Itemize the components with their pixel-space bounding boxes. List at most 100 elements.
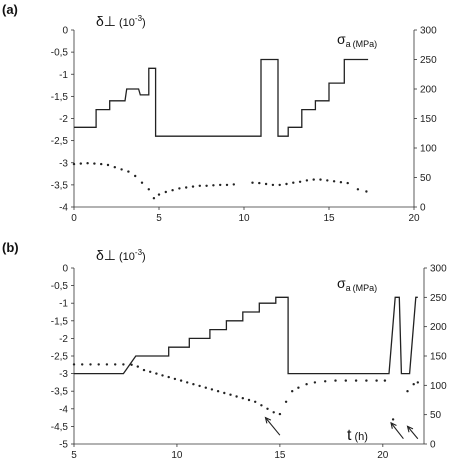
- strain-data-point: [191, 185, 195, 188]
- strain-data-point: [186, 381, 189, 384]
- strain-data-point: [354, 379, 358, 382]
- right-tick-label: 0: [430, 440, 436, 451]
- strain-data-point: [147, 188, 150, 191]
- panel-b-series: [72, 296, 419, 421]
- strain-data-point: [235, 395, 238, 398]
- panel-a: (a) δ⊥ (10-3) σa (MPa) 0 -0,5 -1 -1,5 -2 -2,5 -3…: [2, 2, 437, 224]
- x-tick-label: 15: [274, 450, 286, 461]
- strain-data-point: [278, 412, 282, 416]
- strain-data-point: [161, 374, 164, 377]
- x-tick-label: 20: [377, 450, 389, 461]
- x-tick-label: 20: [408, 213, 420, 224]
- strain-data-point: [149, 370, 152, 373]
- stress-series-line: [74, 296, 418, 375]
- strain-data-point: [258, 181, 261, 185]
- strain-data-point: [120, 168, 123, 171]
- right-tick-label: 50: [430, 410, 442, 421]
- strain-data-point: [406, 390, 409, 393]
- panel-b-arrows: [264, 416, 419, 440]
- right-tick-label: 0: [420, 203, 426, 214]
- strain-data-point: [136, 365, 139, 368]
- left-tick-label: -2: [59, 114, 68, 125]
- panel-a-left-axis-label: δ⊥ (10-3): [96, 13, 146, 29]
- panel-b-left-axis-label: δ⊥ (10-3): [96, 247, 146, 263]
- strain-data-point: [298, 180, 302, 183]
- strain-data-point: [89, 363, 92, 366]
- strain-data-point: [216, 390, 220, 393]
- left-tick-label: -1: [59, 70, 68, 81]
- panel-a-label: (a): [2, 2, 18, 17]
- panel-b-x-ticks: 5 10 15 20: [71, 444, 389, 461]
- right-tick-label: 100: [420, 144, 437, 155]
- strain-data-point: [326, 179, 329, 182]
- strain-data-point: [114, 363, 117, 366]
- left-tick-label: -3: [59, 369, 68, 380]
- strain-data-point: [313, 381, 317, 384]
- strain-data-point: [152, 197, 156, 200]
- strain-data-point: [334, 379, 337, 382]
- strain-data-point: [142, 368, 146, 372]
- right-tick-label: 300: [420, 26, 437, 37]
- strain-data-point: [271, 183, 275, 187]
- left-tick-label: -5: [59, 440, 68, 451]
- left-tick-label: -0,5: [51, 48, 69, 59]
- left-tick-label: -3,5: [51, 180, 69, 191]
- left-tick-label: -2,5: [51, 352, 69, 363]
- strain-data-point: [285, 182, 288, 186]
- strain-data-point: [241, 397, 244, 400]
- left-tick-label: -0,5: [51, 281, 69, 292]
- strain-data-point: [164, 190, 167, 194]
- strain-data-point: [219, 183, 222, 187]
- strain-data-point: [113, 166, 117, 169]
- strain-data-point: [93, 162, 96, 165]
- strain-data-point: [212, 184, 215, 187]
- strain-data-point: [204, 386, 207, 389]
- right-tick-label: 250: [420, 55, 437, 66]
- strain-data-point: [86, 162, 89, 165]
- strain-data-point: [272, 411, 275, 414]
- panel-b-right-axis-label: σa (MPa): [337, 275, 377, 293]
- strain-data-point: [284, 400, 288, 403]
- panel-a-series: [72, 58, 369, 200]
- left-tick-label: 0: [62, 264, 68, 275]
- strain-data-point: [173, 377, 177, 381]
- x-tick-label: 0: [71, 213, 77, 224]
- strain-data-point: [185, 186, 188, 189]
- left-tick-label: -1: [59, 299, 68, 310]
- strain-data-point: [205, 184, 208, 187]
- left-tick-label: -2: [59, 334, 68, 345]
- strain-data-point: [105, 363, 109, 366]
- strain-data-point: [312, 178, 315, 181]
- strain-data-point: [416, 381, 419, 384]
- panel-b: (b) δ⊥ (10-3) σa (MPa) t (h) 0 -0,5 -1 -1,5 -2 -…: [2, 240, 447, 461]
- strain-data-point: [344, 379, 347, 382]
- strain-data-point: [324, 380, 327, 383]
- strain-data-point: [391, 418, 395, 421]
- strain-data-point: [130, 363, 133, 366]
- left-tick-label: -1,5: [51, 92, 69, 103]
- left-tick-label: -4: [59, 404, 68, 415]
- strain-data-point: [198, 384, 201, 388]
- strain-data-point: [292, 181, 295, 184]
- strain-data-point: [346, 181, 349, 185]
- strain-data-point: [97, 363, 100, 366]
- strain-data-point: [171, 189, 174, 192]
- strain-data-point: [305, 179, 309, 182]
- strain-data-point: [179, 379, 183, 382]
- strain-data-point: [106, 163, 110, 167]
- strain-data-point: [247, 398, 251, 402]
- panel-a-right-axis-label: σa (MPa): [337, 31, 377, 49]
- strain-data-point: [254, 400, 257, 403]
- panel-b-right-ticks: 0 50 100 150 200 250 300: [424, 264, 447, 451]
- left-tick-label: -4,5: [51, 422, 69, 433]
- strain-data-point: [192, 383, 195, 386]
- x-tick-label: 10: [238, 213, 250, 224]
- strain-data-point: [81, 363, 84, 366]
- right-tick-label: 150: [430, 352, 447, 363]
- strain-data-point: [198, 184, 201, 187]
- x-tick-label: 10: [171, 450, 183, 461]
- strain-data-point: [167, 375, 170, 379]
- right-tick-label: 100: [430, 381, 447, 392]
- left-tick-label: -4: [59, 203, 68, 214]
- strain-data-point: [229, 393, 232, 396]
